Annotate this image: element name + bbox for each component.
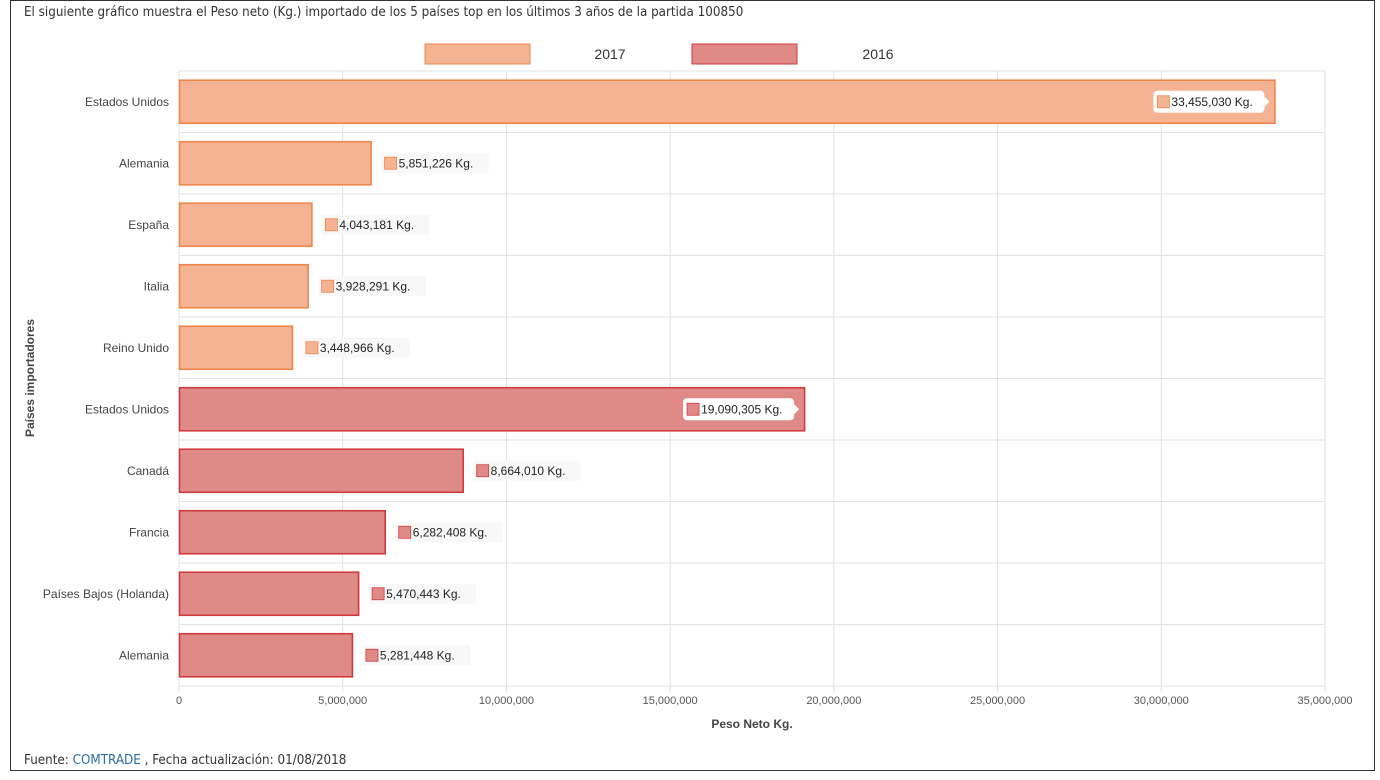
x-tick-label: 0 (176, 695, 182, 707)
intro-text: El siguiente gráfico muestra el Peso net… (24, 5, 744, 20)
x-axis-label: Peso Neto Kg. (711, 717, 792, 731)
category-label: Italia (144, 279, 170, 293)
data-label-swatch (365, 648, 379, 662)
data-label-pointer (794, 404, 800, 415)
data-label-bg (362, 645, 470, 666)
data-label-bg (1153, 90, 1265, 113)
source-link[interactable]: COMTRADE (72, 753, 141, 768)
bar-2017[interactable] (178, 202, 313, 248)
data-label: 5,470,443 Kg. (386, 587, 461, 601)
data-label: 3,448,966 Kg. (320, 341, 395, 355)
legend-swatch-2017[interactable] (424, 43, 531, 65)
x-tick-label: 10,000,000 (479, 695, 534, 707)
category-label: España (128, 218, 169, 232)
data-label: 4,043,181 Kg. (339, 218, 414, 232)
legend-label-2016[interactable]: 2016 (862, 46, 893, 62)
data-label-bg (381, 153, 489, 174)
data-labels: 33,455,030 Kg. 5,851,226 Kg. 4,043,181 Kg.… (302, 90, 1270, 666)
x-tick-label: 25,000,000 (970, 695, 1025, 707)
footer-prefix: Fuente: (24, 753, 73, 768)
y-axis-label: Países importadores (23, 319, 37, 437)
x-tick-label: 5,000,000 (318, 695, 367, 707)
bar-2017[interactable] (178, 140, 372, 186)
data-label: 3,928,291 Kg. (336, 279, 411, 293)
data-label-bg (302, 337, 410, 358)
bar-2017[interactable] (178, 325, 294, 371)
category-label: Países Bajos (Holanda) (43, 587, 169, 601)
x-tick-label: 15,000,000 (643, 695, 698, 707)
x-tick-label: 35,000,000 (1297, 695, 1352, 707)
bar-group (178, 79, 1276, 678)
legend-label-2017[interactable]: 2017 (594, 46, 625, 62)
data-label-swatch (324, 218, 338, 232)
x-tick-label: 30,000,000 (1134, 695, 1189, 707)
data-label-swatch (321, 279, 335, 293)
bar-2017[interactable] (178, 263, 309, 309)
data-label: 8,664,010 Kg. (491, 464, 566, 478)
legend-swatch-2016[interactable] (691, 43, 798, 65)
category-label: Francia (129, 525, 169, 539)
legend[interactable]: 2017 2016 (424, 43, 894, 65)
bar-2016[interactable] (178, 632, 354, 678)
x-tick-label: 20,000,000 (806, 695, 861, 707)
data-label-swatch (1157, 95, 1170, 109)
data-label-bg (322, 214, 430, 235)
category-label: Alemania (119, 648, 169, 662)
data-label-swatch (476, 464, 490, 478)
bar-2016[interactable] (178, 571, 360, 617)
data-label-swatch (398, 525, 412, 539)
data-label-bg (473, 460, 581, 481)
data-label: 19,090,305 Kg. (701, 402, 782, 416)
data-label-pointer (1264, 96, 1270, 107)
footer-suffix: , Fecha actualización: 01/08/2018 (140, 753, 347, 768)
x-tick-labels: 0 5,000,000 10,000,000 15,000,000 20,000,000… (176, 695, 1353, 707)
category-label: Estados Unidos (85, 95, 169, 109)
data-label-bg (369, 583, 477, 604)
data-label-swatch (305, 341, 319, 355)
data-label-swatch (686, 402, 700, 416)
data-label-swatch (371, 587, 385, 601)
grid-lines (178, 70, 1326, 692)
data-label-swatch (384, 156, 397, 170)
data-label: 6,282,408 Kg. (413, 525, 488, 539)
data-label: 5,281,448 Kg. (380, 648, 455, 662)
footer: Fuente: COMTRADE , Fecha actualización: … (24, 753, 346, 768)
category-label: Estados Unidos (85, 402, 169, 416)
data-label-bg (683, 398, 795, 421)
data-label-bg (395, 522, 503, 543)
category-label: Reino Unido (103, 341, 169, 355)
category-label: Canadá (127, 464, 169, 478)
bar-2016[interactable] (178, 509, 387, 555)
category-labels: Estados Unidos Alemania España Italia Reino … (43, 95, 169, 663)
bar-2017[interactable] (178, 79, 1276, 125)
data-label: 5,851,226 Kg. (399, 156, 474, 170)
category-label: Alemania (119, 156, 169, 170)
bar-2016[interactable] (178, 448, 464, 494)
data-label: 33,455,030 Kg. (1171, 95, 1252, 109)
data-label-bg (318, 276, 426, 297)
